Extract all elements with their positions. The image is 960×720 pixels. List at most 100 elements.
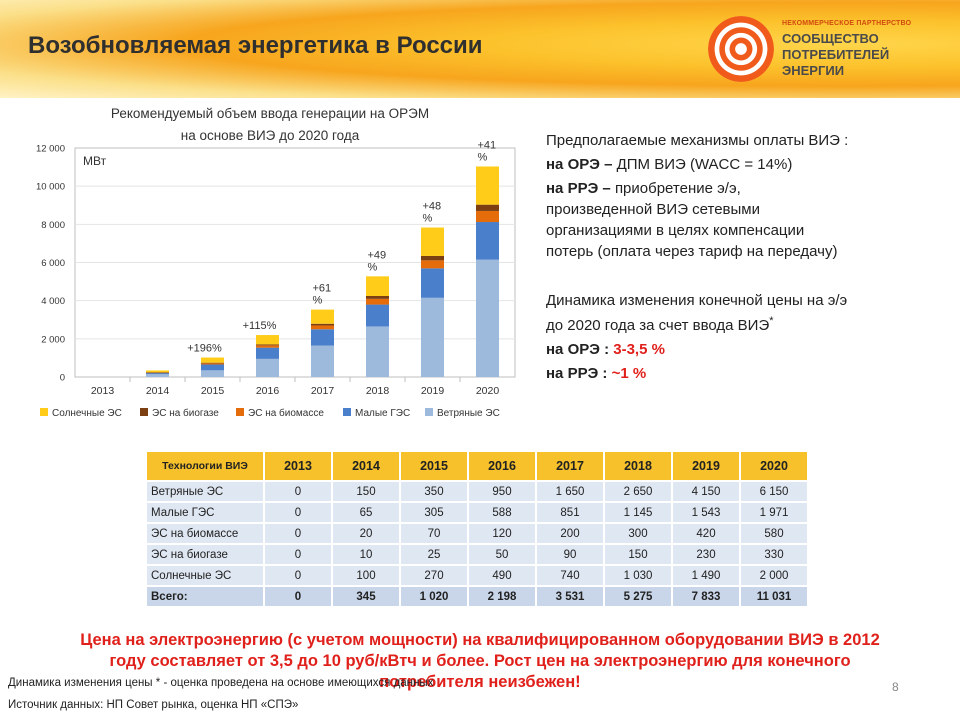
header-year: 2013 bbox=[265, 452, 331, 480]
cell: 50 bbox=[469, 545, 535, 564]
bar-segment bbox=[366, 326, 389, 377]
bar-segment bbox=[256, 344, 279, 346]
total-cell: 7 833 bbox=[673, 587, 739, 606]
bar-segment bbox=[366, 298, 389, 305]
cell: 1 030 bbox=[605, 566, 671, 585]
cell: 150 bbox=[333, 482, 399, 501]
bar-segment bbox=[366, 295, 389, 299]
x-tick-label: 2019 bbox=[421, 385, 445, 397]
rre-text-3: организациями в целях компенсации bbox=[546, 222, 805, 239]
chart-title-line-2: на основе ВИЭ до 2020 года bbox=[180, 128, 360, 143]
cell: 150 bbox=[605, 545, 671, 564]
bar-segment bbox=[366, 276, 389, 296]
cell: 6 150 bbox=[741, 482, 807, 501]
growth-annotation-unit: % bbox=[313, 295, 323, 307]
bar-segment bbox=[311, 329, 334, 346]
cell: 1 490 bbox=[673, 566, 739, 585]
growth-annotation-unit: % bbox=[423, 213, 433, 225]
price-statement: Цена на электроэнергию (с учетом мощност… bbox=[20, 630, 940, 693]
growth-annotation: +49 bbox=[368, 249, 387, 261]
bar-segment bbox=[476, 204, 499, 211]
table-row: Солнечные ЭС 0 100 270 490 740 1 030 1 4… bbox=[147, 566, 807, 585]
logo-line-2: ПОТРЕБИТЕЛЕЙ bbox=[782, 47, 890, 62]
legend-label: Солнечные ЭС bbox=[52, 408, 122, 419]
cell: 100 bbox=[333, 566, 399, 585]
cell: 740 bbox=[537, 566, 603, 585]
table-row: ЭС на биомассе 0 20 70 120 200 300 420 5… bbox=[147, 524, 807, 543]
header-year: 2014 bbox=[333, 452, 399, 480]
dynamics-block: Динамика изменения конечной цены на э/э … bbox=[546, 290, 847, 384]
rre-price-label: на РРЭ : bbox=[546, 365, 608, 382]
cell: 20 bbox=[333, 524, 399, 543]
total-cell: 5 275 bbox=[605, 587, 671, 606]
header-year: 2019 bbox=[673, 452, 739, 480]
cell: 1 145 bbox=[605, 503, 671, 522]
bar-segment bbox=[201, 370, 224, 377]
cell: 25 bbox=[401, 545, 467, 564]
bar-segment bbox=[256, 335, 279, 345]
legend-swatch bbox=[343, 408, 351, 416]
mechanisms-block: Предполагаемые механизмы оплаты ВИЭ : на… bbox=[546, 130, 848, 262]
row-name: Ветряные ЭС bbox=[147, 482, 263, 501]
bar-segment bbox=[201, 364, 224, 371]
total-cell: 1 020 bbox=[401, 587, 467, 606]
cell: 580 bbox=[741, 524, 807, 543]
ore-price-label: на ОРЭ : bbox=[546, 341, 610, 358]
total-cell: 0 bbox=[265, 587, 331, 606]
row-name: ЭС на биомассе bbox=[147, 524, 263, 543]
bar-segment bbox=[476, 259, 499, 377]
y-tick-label: 8 000 bbox=[41, 220, 65, 231]
bar-segment bbox=[421, 227, 444, 256]
bar-segment bbox=[146, 370, 169, 373]
cell: 270 bbox=[401, 566, 467, 585]
table-header-row: Технологии ВИЭ 2013 2014 2015 2016 2017 … bbox=[147, 452, 807, 480]
total-cell: 2 198 bbox=[469, 587, 535, 606]
cell: 0 bbox=[265, 545, 331, 564]
x-tick-label: 2014 bbox=[146, 385, 170, 397]
cell: 588 bbox=[469, 503, 535, 522]
ore-price-value: 3-3,5 % bbox=[613, 341, 665, 358]
growth-annotation: +41 bbox=[478, 140, 497, 151]
x-tick-label: 2016 bbox=[256, 385, 280, 397]
bar-segment bbox=[311, 323, 334, 326]
cell: 70 bbox=[401, 524, 467, 543]
growth-annotation-unit: % bbox=[368, 261, 378, 273]
bar-segment bbox=[476, 166, 499, 205]
mechanisms-title: Предполагаемые механизмы оплаты ВИЭ : bbox=[546, 132, 849, 149]
total-cell: 11 031 bbox=[741, 587, 807, 606]
y-tick-label: 4 000 bbox=[41, 296, 65, 307]
bar-segment bbox=[201, 363, 224, 365]
rre-price-value: ~1 % bbox=[611, 365, 647, 382]
bar-segment bbox=[256, 358, 279, 377]
legend-label: ЭС на биомассе bbox=[248, 407, 324, 419]
logo-line-1: СООБЩЕСТВО bbox=[782, 31, 879, 46]
cell: 350 bbox=[401, 482, 467, 501]
rre-label: на РРЭ – bbox=[546, 180, 611, 197]
dynamics-line-1: Динамика изменения конечной цены на э/э bbox=[546, 292, 848, 309]
chart-title-line-1: Рекомендуемый объем ввода генерации на О… bbox=[110, 106, 430, 121]
cell: 300 bbox=[605, 524, 671, 543]
bar-segment bbox=[256, 345, 279, 348]
header-year: 2015 bbox=[401, 452, 467, 480]
y-tick-label: 10 000 bbox=[36, 182, 65, 193]
bar-segment bbox=[146, 374, 169, 377]
x-tick-label: 2017 bbox=[311, 385, 335, 397]
bar-segment bbox=[421, 268, 444, 298]
total-cell: 3 531 bbox=[537, 587, 603, 606]
price-statement-line-1: Цена на электроэнергию (с учетом мощност… bbox=[80, 631, 880, 649]
header-year: 2020 bbox=[741, 452, 807, 480]
header-year: 2017 bbox=[537, 452, 603, 480]
total-cell: 345 bbox=[333, 587, 399, 606]
growth-annotation: +196% bbox=[187, 343, 222, 355]
cell: 0 bbox=[265, 566, 331, 585]
cell: 950 bbox=[469, 482, 535, 501]
header-banner: Возобновляемая энергетика в России НЕКОМ… bbox=[0, 0, 960, 98]
dynamics-line-2: до 2020 года за счет ввода ВИЭ bbox=[546, 317, 770, 334]
table-row: ЭС на биогазе 0 10 25 50 90 150 230 330 bbox=[147, 545, 807, 564]
cell: 2 650 bbox=[605, 482, 671, 501]
cell: 10 bbox=[333, 545, 399, 564]
bar-segment bbox=[421, 260, 444, 269]
bar-segment bbox=[146, 372, 169, 373]
legend-swatch bbox=[140, 408, 148, 416]
y-tick-label: 0 bbox=[60, 373, 65, 384]
